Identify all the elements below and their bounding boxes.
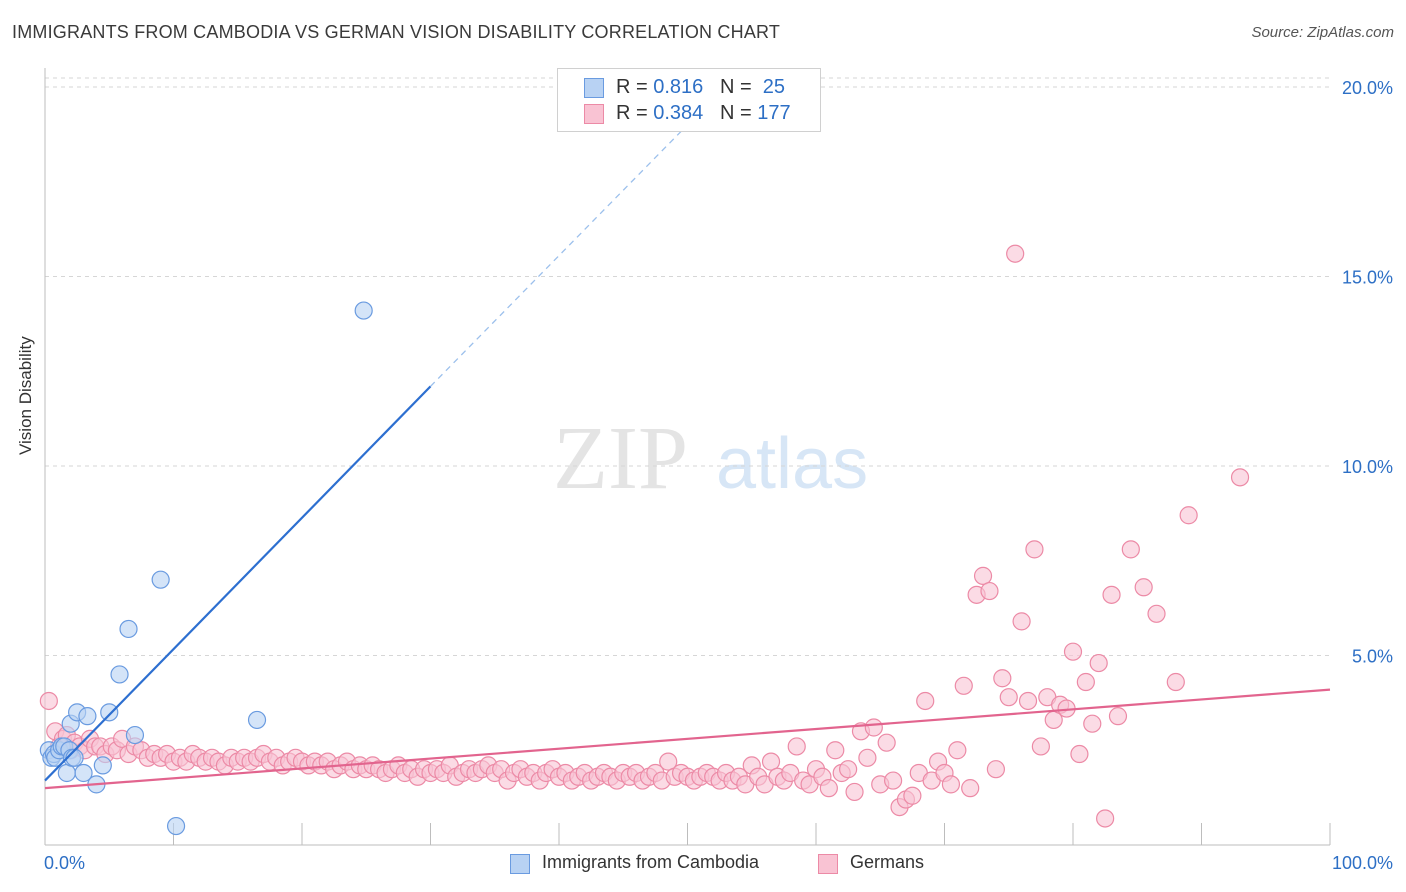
watermark-zip: ZIP (553, 409, 688, 508)
cambodia-point (125, 725, 145, 745)
y-tick-label: 10.0% (1342, 457, 1393, 477)
cambodia-trend-line (44, 385, 432, 782)
chart-source: Source: ZipAtlas.com (1251, 24, 1394, 41)
cambodia-point (354, 301, 373, 320)
germans-point (1063, 642, 1083, 661)
germans-point (980, 581, 999, 601)
germans-point (1076, 672, 1095, 692)
germans-point (1006, 244, 1025, 263)
germans-point (903, 786, 922, 805)
germans-point (1089, 653, 1108, 673)
axes (44, 68, 1331, 846)
correlation-legend: R = 0.816 N = 25 R = 0.384 N = 177 (557, 68, 821, 132)
germans-point (1179, 506, 1198, 525)
watermark-atlas: atlas (716, 424, 868, 504)
germans-point (819, 779, 838, 798)
germans-point (1083, 714, 1102, 733)
legend-label: Germans (850, 852, 925, 872)
trend-lines (44, 124, 1331, 790)
legend-label: Immigrants from Cambodia (542, 852, 760, 872)
cambodia-point (100, 703, 119, 722)
germans-point (1018, 691, 1038, 711)
germans-point (999, 688, 1018, 707)
cambodia-point (57, 763, 76, 783)
germans-point (1166, 672, 1185, 692)
cambodia-swatch (584, 78, 604, 98)
germans-swatch (584, 104, 604, 124)
germans-point (877, 733, 896, 752)
germans-point (961, 779, 980, 798)
x-tick-label: 0.0% (44, 853, 85, 873)
germans-point (1012, 612, 1031, 631)
germans-point (845, 782, 864, 802)
germans-point (787, 737, 806, 756)
germans-point (973, 566, 993, 585)
germans-point (39, 691, 58, 711)
germans-point (1121, 540, 1140, 559)
germans-legend-swatch (818, 854, 838, 874)
y-axis-label: Vision Disability (16, 336, 35, 455)
germans-point (864, 718, 883, 737)
cambodia-point (166, 816, 186, 836)
germans-point (948, 741, 967, 760)
germans-point (993, 669, 1012, 688)
germans-point (941, 775, 961, 794)
germans-point (1134, 578, 1153, 597)
y-tick-label: 20.0% (1342, 78, 1393, 98)
chart-title: IMMIGRANTS FROM CAMBODIA VS GERMAN VISIO… (12, 22, 781, 42)
cambodia-point (151, 570, 170, 589)
grid (45, 77, 1330, 656)
cambodia-point (247, 710, 267, 730)
germans-point (1147, 604, 1166, 623)
x-tick-label: 100.0% (1332, 853, 1393, 873)
germans-trend-line (44, 688, 1331, 790)
germans-point (986, 760, 1006, 779)
germans-point (839, 760, 858, 779)
germans-point (761, 752, 781, 771)
cambodia-trend-extension (430, 124, 688, 387)
germans-point (883, 771, 903, 790)
germans-point (1070, 744, 1089, 764)
y-tick-label: 15.0% (1342, 267, 1393, 287)
y-tick-label: 5.0% (1352, 646, 1393, 666)
cambodia-point (74, 763, 93, 783)
cambodia-legend-swatch (510, 854, 530, 874)
germans-point (1031, 737, 1050, 756)
germans-point (1096, 809, 1115, 828)
legend-row-text: R = 0.384 N = 177 (616, 102, 791, 124)
germans-point (1230, 468, 1250, 487)
germans-point (954, 676, 973, 695)
germans-point (858, 748, 877, 767)
cambodia-point (78, 707, 97, 726)
germans-point (659, 752, 678, 771)
germans-point (916, 691, 935, 711)
watermark: ZIP atlas (553, 409, 868, 508)
cambodia-point (93, 756, 112, 775)
ticks: 5.0% 10.0% 15.0% 20.0% 0.0% 100.0% (44, 78, 1393, 873)
germans-point (1102, 585, 1121, 604)
germans-point (826, 741, 845, 760)
legend-row-text: R = 0.816 N = 25 (616, 76, 786, 98)
cambodia-point (119, 619, 138, 639)
cambodia-point (110, 665, 129, 684)
germans-point (1108, 707, 1128, 726)
germans-points (39, 244, 1250, 828)
germans-point (1025, 540, 1044, 559)
